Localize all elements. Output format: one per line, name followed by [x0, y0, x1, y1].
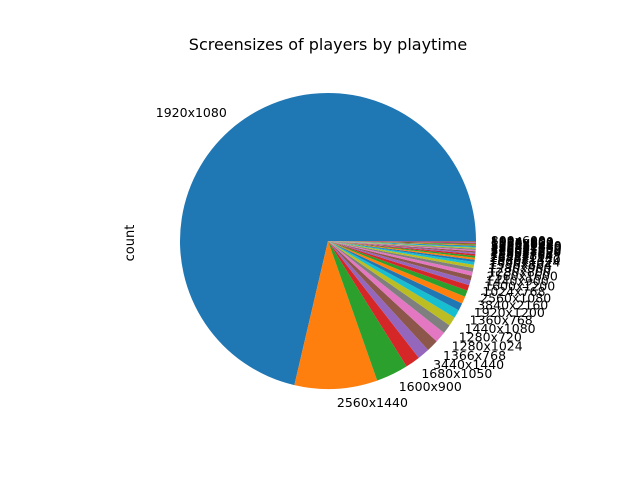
- pie-label-1152x864: 1152x864: [490, 248, 553, 263]
- pie-slice-1280x768: [328, 241, 476, 255]
- pie-slice-3440x1440: [328, 241, 429, 358]
- pie-label-800x600: 800x600: [491, 233, 546, 248]
- pie-slice-1920x1280: [328, 241, 476, 249]
- pie-label-1366x768: 1366x768: [443, 348, 506, 363]
- pie-label-3200x1800: 3200x1800: [490, 243, 561, 258]
- pie-label-2304x1440: 2304x1440: [491, 239, 562, 254]
- pie-slice-1366x768: [328, 241, 437, 350]
- pie-label-5120x1440: 5120x1440: [491, 238, 562, 253]
- pie-label-1280x720: 1280x720: [459, 330, 522, 345]
- pie-label-3840x2160: 3840x2160: [477, 298, 548, 313]
- pie-label-1400x1050: 1400x1050: [491, 242, 562, 257]
- pie-label-2880x1620: 2880x1620: [490, 245, 561, 260]
- pie-labels: 1920x1080 2560x14401600x9001680x10503440x…: [156, 105, 562, 410]
- pie-label-1360x768: 1360x768: [470, 313, 533, 328]
- pie-slice-3840x2160: [328, 241, 466, 304]
- pie-label-1176x664: 1176x664: [491, 236, 554, 251]
- pie-slice-1152x864: [328, 241, 476, 256]
- pie-slice-1920x1080: [180, 93, 477, 386]
- pie-slice-1600x1200: [328, 241, 471, 286]
- pie-slice-2560x1080: [328, 241, 468, 297]
- pie-label-1536x864: 1536x864: [489, 257, 552, 272]
- pie-label-1280x600: 1280x600: [491, 235, 554, 250]
- pie-slice-1400x1050: [328, 241, 476, 250]
- pie-label-1600x1024: 1600x1024: [489, 254, 560, 269]
- pie-slice-3200x1800: [328, 241, 476, 252]
- pie-slice-1536x864: [328, 241, 475, 265]
- pie-label-1600x1200: 1600x1200: [484, 278, 555, 293]
- pie-slice-2560x1440: [294, 241, 378, 390]
- pie-slice-1920x1440: [328, 241, 476, 260]
- pie-label-1680x1050: 1680x1050: [421, 366, 492, 381]
- pie-slice-1280x1024: [328, 241, 445, 342]
- pie-label-1093x615: 1093x615: [491, 237, 554, 252]
- pie-slice-2880x1620: [328, 241, 476, 253]
- pie-label-1920x1280: 1920x1280: [491, 240, 562, 255]
- pie-slice-1440x1080: [328, 241, 455, 326]
- pie-slice-1024x600: [328, 241, 476, 243]
- pie-slice-1440x900: [328, 241, 472, 281]
- pie-slice-1280x720: [328, 241, 450, 333]
- pie-label-1024x600: 1024x600: [491, 234, 554, 249]
- pie-slice-1280x600: [328, 241, 476, 244]
- chart-title: Screensizes of players by playtime: [189, 35, 467, 54]
- pie-label-2560x1440: 2560x1440: [337, 395, 408, 410]
- pie-slice-5120x1440: [328, 241, 476, 247]
- pie-label-1600x900: 1600x900: [399, 379, 462, 394]
- pie-label-1280x800: 1280x800: [488, 264, 551, 279]
- pie-slice-2048x1152: [328, 241, 476, 258]
- pie-slice-1280x960: [328, 241, 475, 269]
- pie-label-1280x768: 1280x768: [490, 246, 553, 261]
- pie-label-1920x1440: 1920x1440: [490, 252, 561, 267]
- pie-slice-800x600: [328, 241, 476, 242]
- pie-label-1280x960: 1280x960: [488, 260, 551, 275]
- pie-slice-1280x800: [328, 241, 474, 272]
- pie-slices: [180, 93, 477, 390]
- pie-label-3440x1440: 3440x1440: [433, 357, 504, 372]
- pie-slice-1024x768: [328, 241, 470, 291]
- pie-label-1920x1200: 1920x1200: [474, 305, 545, 320]
- y-axis-label: count: [123, 225, 138, 262]
- pie-label-2560x1600: 2560x1600: [487, 269, 558, 284]
- pie-label-1440x1080: 1440x1080: [465, 321, 536, 336]
- pie-slice-1600x900: [328, 241, 407, 381]
- pie-label-1440x900: 1440x900: [486, 273, 549, 288]
- pie-label-2048x1152: 2048x1152: [490, 250, 561, 265]
- pie-label-1024x768: 1024x768: [482, 284, 545, 299]
- pie-slice-1600x1024: [328, 241, 475, 263]
- pie-slice-1360x768: [328, 241, 459, 318]
- pie-slice-2560x1600: [328, 241, 473, 276]
- pie-slice-1680x1050: [328, 241, 419, 367]
- pie-label-2560x1080: 2560x1080: [480, 290, 551, 305]
- pie-slice-1093x615: [328, 241, 476, 246]
- pie-slice-1920x1200: [328, 241, 463, 311]
- pie-slice-1176x664: [328, 241, 476, 245]
- pie-slice-2304x1440: [328, 241, 476, 248]
- pie-label-1920x1080: 1920x1080: [156, 105, 227, 120]
- pie-label-1280x1024: 1280x1024: [452, 338, 523, 353]
